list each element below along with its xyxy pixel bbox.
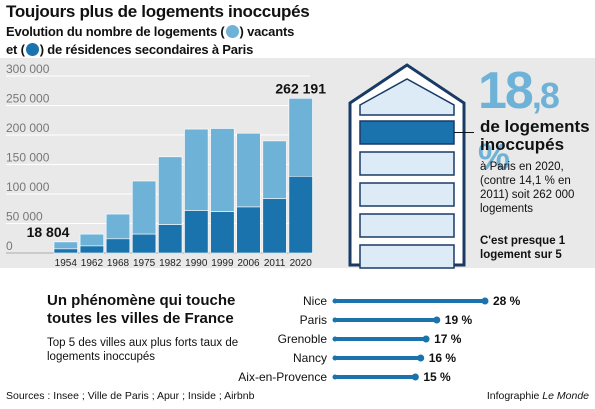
total-label: 18 804 <box>27 224 70 240</box>
total-label: 262 191 <box>275 80 326 96</box>
house-pct-small: ,8 % <box>478 75 560 177</box>
legend-dot-vacant <box>225 25 239 38</box>
city-bar-end <box>411 373 419 381</box>
subtitle-text-d: ) de résidences secondaires à Paris <box>39 42 254 57</box>
city-value-label: 28 % <box>493 294 521 308</box>
bar-vacant <box>158 156 183 225</box>
x-tick-label: 2006 <box>237 258 260 269</box>
city-value-label: 15 % <box>423 370 451 384</box>
bar-secondary <box>236 206 261 254</box>
cities-panel-title: Un phénomène qui touche toutes les ville… <box>47 292 236 327</box>
bar-vacant <box>288 98 313 177</box>
city-label: Nancy <box>293 351 327 365</box>
bar-vacant <box>53 241 78 250</box>
house-headline: de logements inoccupés <box>480 117 590 154</box>
x-tick-label: 1990 <box>185 258 208 269</box>
city-label: Grenoble <box>278 332 328 346</box>
y-tick-label: 0 <box>6 239 13 253</box>
bar-vacant <box>79 233 104 247</box>
city-bar-end <box>481 297 489 305</box>
house-floor <box>359 182 455 207</box>
cities-panel-body: Top 5 des villes aux plus forts taux de … <box>47 337 239 363</box>
bar-secondary <box>158 224 183 254</box>
subtitle-text-c: et ( <box>6 42 25 57</box>
house-pct-main: 18 <box>478 62 534 120</box>
house-floor <box>359 213 455 238</box>
page-title: Toujours plus de logements inoccupés <box>6 2 310 21</box>
bar-secondary <box>132 233 157 254</box>
x-tick-label: 2020 <box>290 258 313 269</box>
legend-dot-secondary <box>25 43 39 56</box>
city-bar-end <box>422 335 430 343</box>
x-tick-label: 1968 <box>107 258 130 269</box>
bar-vacant <box>236 132 261 208</box>
x-tick-label: 1975 <box>133 258 156 269</box>
house-percentage: 18,8 % <box>478 63 595 185</box>
city-value-label: 16 % <box>429 351 457 365</box>
city-bar-end <box>433 316 441 324</box>
y-tick-label: 150 000 <box>6 151 50 165</box>
bar-secondary <box>288 176 313 254</box>
city-bar-end <box>417 354 425 362</box>
credit-line: Infographie Le Monde <box>487 390 589 402</box>
city-label: Aix-en-Provence <box>238 370 327 384</box>
bar-vacant <box>105 213 131 240</box>
credit-prefix: Infographie <box>486 390 543 402</box>
city-value-label: 19 % <box>445 313 473 327</box>
house-floor <box>359 244 455 269</box>
bar-secondary <box>210 211 235 254</box>
x-tick-label: 2011 <box>264 258 286 269</box>
city-value-label: 17 % <box>434 332 462 346</box>
credit-name: Le Monde <box>542 390 589 402</box>
house-floor-highlight <box>359 120 455 145</box>
city-label: Nice <box>303 294 327 308</box>
bar-secondary <box>53 248 78 254</box>
x-tick-label: 1982 <box>159 258 182 269</box>
bar-vacant <box>262 140 287 200</box>
bar-vacant <box>132 180 157 235</box>
y-tick-label: 50 000 <box>6 210 43 224</box>
y-tick-label: 250 000 <box>6 92 50 106</box>
subtitle-text-a: Evolution du nombre de logements ( <box>6 24 225 39</box>
x-tick-label: 1954 <box>55 258 78 269</box>
bar-secondary <box>105 238 131 254</box>
house-body-text: à Paris en 2020, (contre 14,1 % en 2011)… <box>480 161 575 215</box>
bar-secondary <box>262 198 287 254</box>
x-tick-label: 1999 <box>211 258 234 269</box>
y-tick-label: 200 000 <box>6 121 50 135</box>
bar-secondary <box>184 210 209 254</box>
bar-vacant <box>184 128 209 211</box>
bar-vacant <box>210 128 235 212</box>
house-attic <box>359 78 455 116</box>
chart-subtitle-line1: Evolution du nombre de logements ( ) vaca… <box>6 24 294 39</box>
house-floor <box>359 151 455 176</box>
house-footnote: C'est presque 1 logement sur 5 <box>480 235 566 261</box>
sources-footer: Sources : Insee ; Ville de Paris ; Apur … <box>6 390 255 402</box>
bar-secondary <box>79 245 104 254</box>
y-tick-label: 100 000 <box>6 180 50 194</box>
chart-subtitle-line2: et ( ) de résidences secondaires à Paris <box>6 42 253 57</box>
y-tick-label: 300 000 <box>6 62 50 76</box>
city-label: Paris <box>300 313 327 327</box>
x-tick-label: 1962 <box>81 258 104 269</box>
subtitle-text-b: ) vacants <box>239 24 295 39</box>
